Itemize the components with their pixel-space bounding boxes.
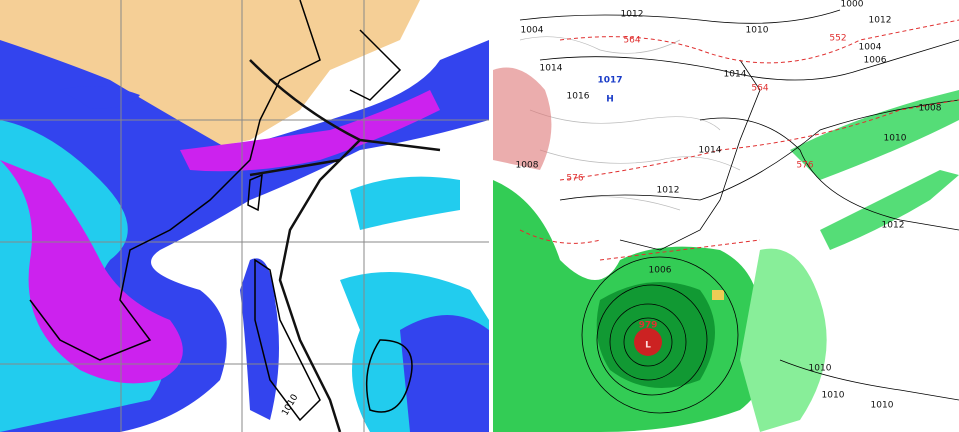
pressure-center: H bbox=[606, 95, 614, 105]
contour-label: 576 bbox=[566, 174, 583, 184]
contour-label: 1012 bbox=[657, 186, 680, 196]
contour-label: 1006 bbox=[649, 266, 672, 276]
right-map: 1012 1004 564 1010 552 1000 1012 1004 1006 1014 10… bbox=[493, 0, 959, 432]
contour-label: 1010 bbox=[746, 26, 769, 36]
contour-label: 1012 bbox=[621, 10, 644, 20]
left-map: 1010 bbox=[0, 0, 489, 432]
contour-label: 576 bbox=[796, 161, 813, 171]
contour-label: 1010 bbox=[871, 401, 894, 411]
contour-label: 1014 bbox=[699, 146, 722, 156]
contour-label: 1008 bbox=[516, 161, 539, 171]
contour-label: 1014 bbox=[540, 64, 563, 74]
contour-label: 1017 bbox=[597, 76, 622, 86]
contour-label: 979 bbox=[639, 321, 658, 331]
contour-label: 1004 bbox=[859, 43, 882, 53]
contour-label: 552 bbox=[829, 34, 846, 44]
contour-label: 1008 bbox=[919, 104, 942, 114]
contour-label: 1000 bbox=[841, 0, 864, 10]
contour-label: 1006 bbox=[864, 56, 887, 66]
contour-label: 1010 bbox=[884, 134, 907, 144]
contour-label: 564 bbox=[751, 84, 768, 94]
contour-label: 1012 bbox=[882, 221, 905, 231]
contour-label: 1010 bbox=[809, 364, 832, 374]
pressure-center: L bbox=[645, 341, 651, 351]
contour-label: 1004 bbox=[521, 26, 544, 36]
contour-label: 1016 bbox=[567, 92, 590, 102]
contour-label: 1010 bbox=[822, 391, 845, 401]
contour-label: 1014 bbox=[724, 70, 747, 80]
contour-label: 1012 bbox=[869, 16, 892, 26]
contour-label: 564 bbox=[623, 36, 640, 46]
